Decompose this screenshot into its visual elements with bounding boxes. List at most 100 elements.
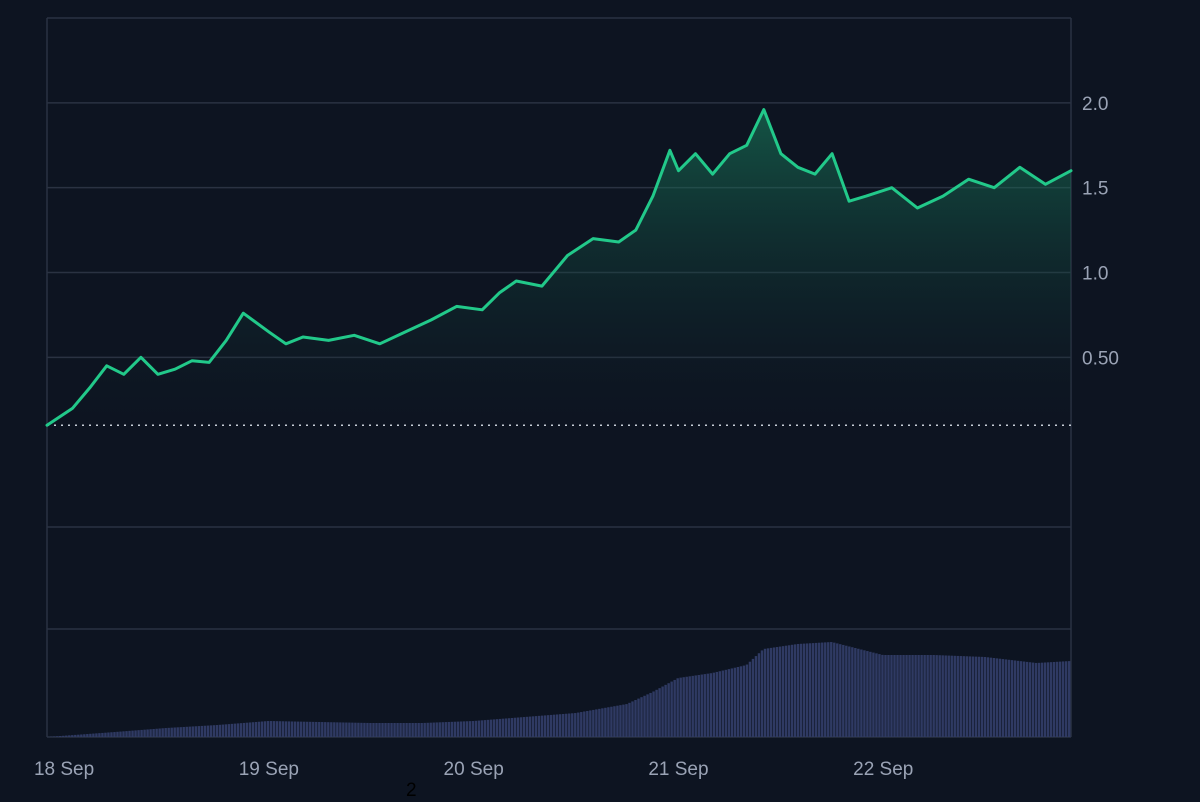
volume-bar	[646, 694, 648, 737]
volume-bar	[637, 699, 639, 737]
y-tick-label: 0.50	[1082, 348, 1119, 369]
volume-bar	[381, 723, 383, 737]
price-point	[677, 170, 679, 172]
volume-bar	[170, 728, 172, 737]
volume-bar	[568, 714, 570, 737]
volume-bar	[782, 646, 784, 737]
price-point	[208, 361, 210, 363]
volume-bar	[177, 727, 179, 737]
volume-bar	[1044, 663, 1046, 738]
price-point	[711, 173, 713, 175]
volume-bar	[363, 723, 365, 737]
volume-bar	[496, 719, 498, 737]
price-point	[140, 356, 142, 358]
volume-bar	[993, 658, 995, 737]
volume-bar	[279, 721, 281, 737]
volume-bar	[722, 671, 724, 737]
volume-bar	[324, 722, 326, 737]
volume-bar	[743, 666, 745, 737]
price-point	[106, 365, 108, 367]
volume-bar	[634, 700, 636, 737]
volume-bar	[146, 729, 148, 737]
volume-bar	[330, 722, 332, 737]
volume-bar	[183, 727, 185, 737]
volume-bar	[303, 722, 305, 737]
price-point	[669, 149, 671, 151]
volume-bar	[815, 643, 817, 737]
volume-bar	[749, 662, 751, 737]
volume-bar	[167, 728, 169, 737]
price-point	[515, 280, 517, 282]
volume-bar	[692, 676, 694, 737]
price-point	[618, 241, 620, 243]
price-point	[780, 153, 782, 155]
volume-bar	[372, 723, 374, 737]
price-point	[635, 229, 637, 231]
volume-bar	[71, 735, 73, 737]
volume-bar	[990, 658, 992, 737]
price-point	[302, 336, 304, 338]
volume-bar	[143, 730, 145, 737]
volume-bar	[1029, 662, 1031, 737]
volume-bar	[312, 722, 314, 737]
volume-bar	[273, 721, 275, 737]
volume-bar	[457, 722, 459, 737]
volume-bar	[1038, 663, 1040, 737]
volume-bar	[905, 655, 907, 737]
volume-bar	[857, 649, 859, 737]
volume-bar	[710, 673, 712, 737]
volume-bar	[475, 721, 477, 737]
volume-bar	[658, 688, 660, 737]
footnote-number: 2	[406, 780, 417, 802]
volume-bar	[803, 644, 805, 737]
volume-bar	[152, 729, 154, 737]
volume-bar	[351, 723, 353, 737]
volume-bar	[830, 642, 832, 737]
volume-bar	[963, 656, 965, 737]
volume-bar	[405, 723, 407, 737]
volume-bar	[586, 711, 588, 737]
volume-bar	[577, 713, 579, 737]
volume-bar	[137, 730, 139, 737]
price-point	[404, 331, 406, 333]
volume-bar	[267, 721, 269, 737]
volume-bar	[920, 655, 922, 737]
volume-bar	[484, 720, 486, 737]
volume-bar	[161, 728, 163, 737]
volume-bar	[610, 707, 612, 737]
volume-bar	[821, 643, 823, 737]
volume-bar	[276, 721, 278, 737]
volume-bar	[429, 723, 431, 737]
x-tick-label: 20 Sep	[444, 759, 504, 780]
volume-bar	[261, 722, 263, 737]
volume-bar	[529, 717, 531, 737]
volume-bar	[140, 730, 142, 737]
volume-bar	[369, 723, 371, 737]
volume-bar	[951, 656, 953, 737]
volume-bar	[682, 677, 684, 737]
volume-bar	[414, 723, 416, 737]
price-point	[455, 305, 457, 307]
volume-bar	[508, 718, 510, 737]
volume-bar	[134, 730, 136, 737]
volume-bar	[189, 727, 191, 737]
volume-bar	[655, 690, 657, 737]
volume-bar	[198, 726, 200, 737]
price-point	[694, 153, 696, 155]
volume-bar	[426, 723, 428, 737]
volume-bar	[357, 723, 359, 737]
volume-bar	[667, 683, 669, 737]
volume-bar	[752, 659, 754, 737]
volume-bar	[255, 722, 257, 737]
volume-bar	[761, 650, 763, 737]
volume-bar	[1032, 663, 1034, 737]
volume-bar	[192, 726, 194, 737]
volume-bar	[520, 717, 522, 737]
volume-bar	[698, 675, 700, 737]
volume-bar	[664, 685, 666, 737]
volume-bar	[375, 723, 377, 737]
volume-bar	[800, 644, 802, 737]
volume-bar	[104, 733, 106, 737]
volume-bar	[1005, 659, 1007, 737]
volume-bar	[131, 731, 133, 737]
